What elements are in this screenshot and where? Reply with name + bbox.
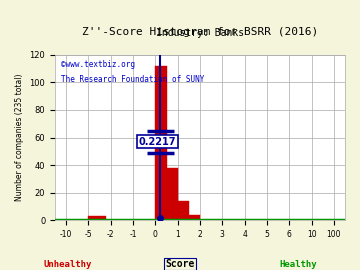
Text: Unhealthy: Unhealthy [43, 260, 91, 269]
Text: ©www.textbiz.org: ©www.textbiz.org [61, 60, 135, 69]
Bar [189, 215, 200, 220]
Text: The Research Foundation of SUNY: The Research Foundation of SUNY [61, 75, 204, 84]
Bar [167, 168, 178, 220]
Bar [178, 201, 189, 220]
Text: 0.2217: 0.2217 [138, 137, 176, 147]
Title: Z''-Score Histogram for BSRR (2016): Z''-Score Histogram for BSRR (2016) [82, 28, 318, 38]
Bar [89, 216, 106, 220]
Text: Score: Score [165, 259, 195, 269]
Text: Healthy: Healthy [279, 260, 317, 269]
Text: Industry: Banks: Industry: Banks [156, 28, 244, 38]
Y-axis label: Number of companies (235 total): Number of companies (235 total) [15, 74, 24, 201]
Bar [156, 66, 167, 220]
